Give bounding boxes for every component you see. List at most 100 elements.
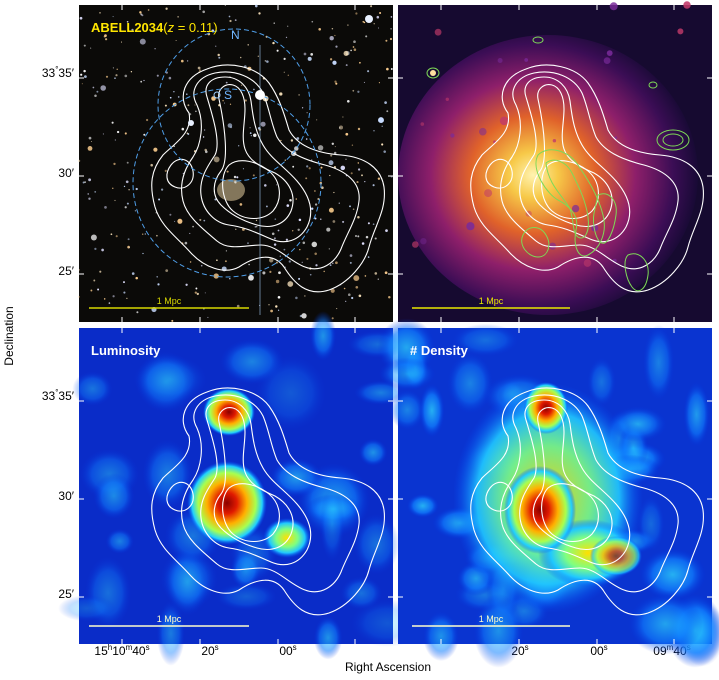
star <box>94 94 97 98</box>
star <box>279 92 283 96</box>
star <box>185 283 188 286</box>
xray-source <box>479 127 487 136</box>
star <box>232 31 234 33</box>
map-blob <box>93 473 135 519</box>
star <box>114 199 116 202</box>
star <box>361 174 363 177</box>
star <box>353 48 357 51</box>
star <box>169 213 172 216</box>
star <box>104 206 107 209</box>
star <box>145 118 149 122</box>
star <box>320 166 323 169</box>
star <box>277 295 281 299</box>
star <box>386 67 389 71</box>
map-blob <box>255 355 327 431</box>
star <box>345 64 348 67</box>
star <box>81 83 83 85</box>
map-blob <box>340 576 383 610</box>
star <box>390 28 392 30</box>
star <box>272 41 275 45</box>
map-blob <box>637 496 665 552</box>
star <box>99 270 102 273</box>
star <box>370 5 373 8</box>
star <box>352 89 355 92</box>
map-blob <box>313 615 343 660</box>
star <box>290 139 294 142</box>
star <box>374 272 378 275</box>
map-blob <box>133 355 208 404</box>
map-blob <box>378 357 436 391</box>
star <box>126 297 128 300</box>
star <box>248 263 250 266</box>
star <box>331 28 334 30</box>
star <box>351 144 354 146</box>
star <box>126 202 129 205</box>
star <box>345 132 349 136</box>
star <box>83 69 86 73</box>
y-tick-label: 33°35′ <box>42 65 75 80</box>
xray-source <box>497 58 503 63</box>
star <box>150 163 153 167</box>
star <box>340 167 343 170</box>
star <box>165 71 168 74</box>
star <box>264 60 267 62</box>
star <box>175 40 177 41</box>
star <box>342 116 344 118</box>
star <box>234 19 237 21</box>
star <box>329 58 333 61</box>
star <box>381 143 384 146</box>
star <box>100 85 106 91</box>
star <box>236 304 240 308</box>
star <box>334 80 337 83</box>
star <box>123 185 126 188</box>
map-blob <box>58 595 116 622</box>
star <box>228 15 231 18</box>
star <box>112 295 115 298</box>
luminosity-peak-south <box>187 461 267 545</box>
star <box>288 260 291 263</box>
star <box>334 34 336 37</box>
star <box>130 71 133 73</box>
star <box>365 35 368 38</box>
star <box>116 68 118 70</box>
star <box>218 56 221 59</box>
star <box>87 193 89 195</box>
star <box>135 276 138 280</box>
star <box>90 234 97 241</box>
star <box>192 225 194 228</box>
star <box>298 94 300 96</box>
star <box>275 261 278 264</box>
star <box>195 287 198 290</box>
star <box>314 252 317 256</box>
star <box>235 228 237 230</box>
star <box>292 165 295 168</box>
star <box>157 283 160 286</box>
star <box>247 242 249 244</box>
star <box>280 139 282 142</box>
star <box>301 261 303 263</box>
xray-source <box>450 133 455 138</box>
star <box>357 168 361 171</box>
star <box>287 281 294 287</box>
star <box>257 55 259 57</box>
star <box>345 158 347 160</box>
star <box>372 223 375 226</box>
star <box>101 248 104 252</box>
star <box>156 74 159 77</box>
density-peak-south <box>504 466 576 554</box>
star <box>346 99 350 103</box>
xray-source <box>499 116 509 126</box>
star <box>330 288 335 293</box>
panel-optical: N S ABELL2034(z = 0.11) 1 Mpc <box>77 4 393 322</box>
star <box>174 220 176 222</box>
star <box>253 88 255 91</box>
star <box>94 190 97 193</box>
luminosity-peak-north <box>203 388 255 436</box>
star <box>306 112 308 114</box>
xray-source <box>583 259 592 267</box>
star <box>269 270 272 273</box>
star <box>273 22 275 24</box>
star <box>114 77 116 79</box>
star <box>318 28 321 31</box>
star <box>332 262 334 265</box>
